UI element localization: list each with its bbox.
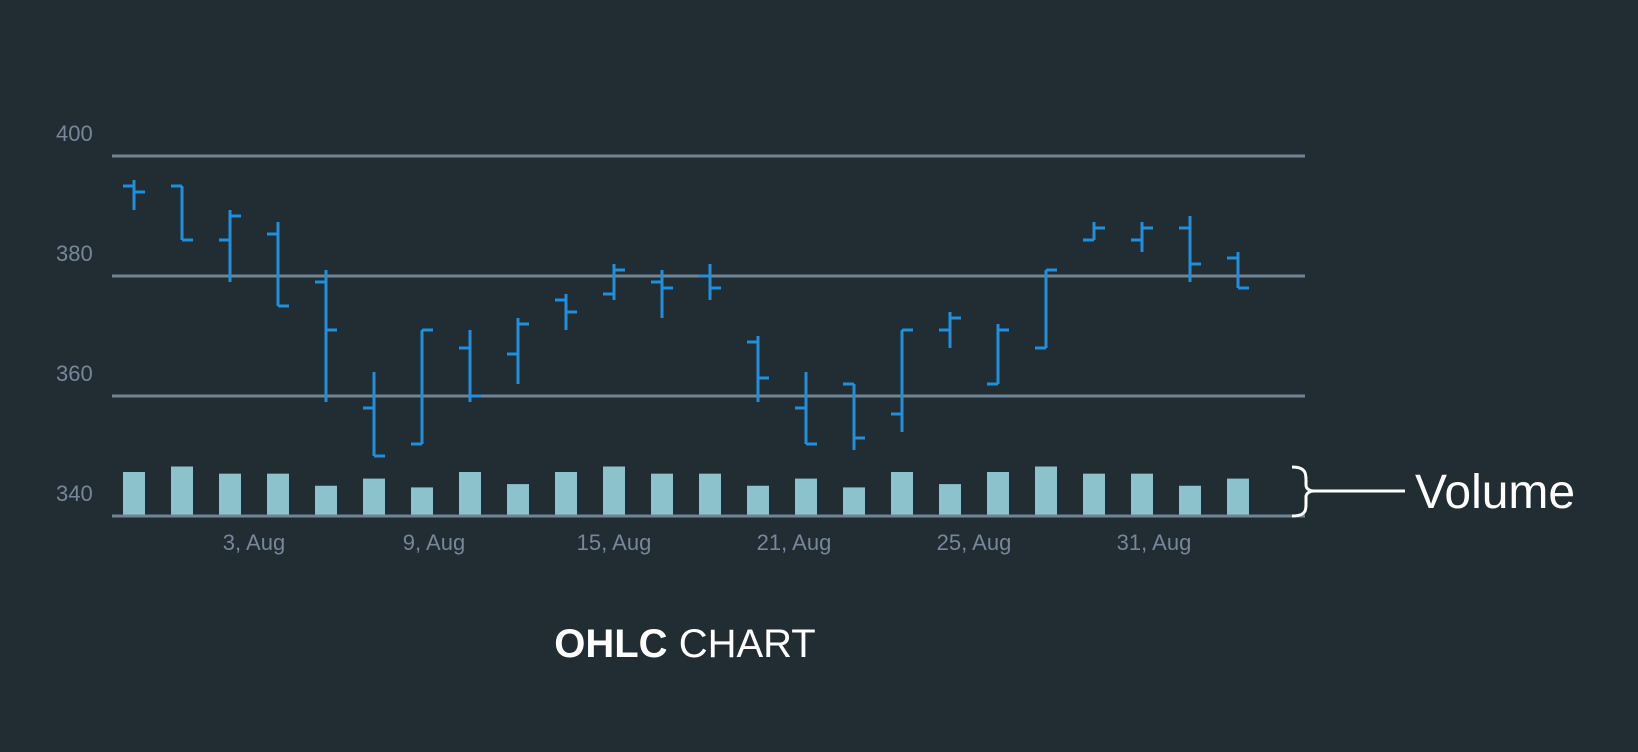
x-tick-label-4: 25, Aug — [937, 530, 1012, 555]
ohlc-bar-6 — [411, 330, 433, 444]
volume-bar-6 — [411, 487, 433, 516]
caption-bold: OHLC — [554, 622, 667, 666]
volume-bar-13 — [747, 486, 769, 516]
volume-annotation: Volume — [1292, 466, 1575, 519]
ohlc-bar-18 — [987, 324, 1009, 384]
x-tick-label-1: 9, Aug — [403, 530, 465, 555]
volume-brace — [1292, 467, 1314, 516]
ohlc-bar-15 — [843, 384, 865, 450]
volume-bar-5 — [363, 479, 385, 516]
ohlc-bar-2 — [219, 210, 241, 282]
volume-bar-15 — [843, 487, 865, 516]
y-tick-label-400: 400 — [56, 121, 93, 146]
x-axis-ticks: 3, Aug 9, Aug 15, Aug 21, Aug 25, Aug 31, Aug — [223, 530, 1192, 555]
volume-bar-18 — [987, 472, 1009, 516]
volume-bar-7 — [459, 472, 481, 516]
ohlc-bar-21 — [1131, 222, 1153, 252]
volume-bar-20 — [1083, 474, 1105, 516]
volume-bar-2 — [219, 474, 241, 516]
volume-bar-0 — [123, 472, 145, 516]
x-tick-label-0: 3, Aug — [223, 530, 285, 555]
volume-bar-11 — [651, 474, 673, 516]
x-tick-label-2: 15, Aug — [577, 530, 652, 555]
ohlc-bar-16 — [891, 330, 913, 432]
ohlc-bar-0 — [123, 180, 145, 210]
volume-bar-16 — [891, 472, 913, 516]
volume-bar-10 — [603, 467, 625, 517]
volume-bar-12 — [699, 474, 721, 516]
ohlc-bar-14 — [795, 372, 817, 444]
ohlc-bar-20 — [1083, 222, 1105, 240]
volume-bars — [123, 467, 1249, 517]
ohlc-bar-19 — [1035, 270, 1057, 348]
ohlc-bars — [123, 180, 1249, 456]
ohlc-bar-1 — [171, 186, 193, 240]
ohlc-bar-10 — [603, 264, 625, 300]
ohlc-bar-17 — [939, 312, 961, 348]
ohlc-bar-12 — [699, 264, 721, 300]
y-tick-label-340: 340 — [56, 481, 93, 506]
volume-bar-3 — [267, 474, 289, 516]
ohlc-bar-9 — [555, 294, 577, 330]
volume-bar-4 — [315, 486, 337, 516]
volume-bar-8 — [507, 484, 529, 516]
ohlc-bar-7 — [459, 330, 481, 402]
volume-bar-22 — [1179, 486, 1201, 516]
ohlc-bar-22 — [1179, 216, 1201, 282]
y-tick-label-380: 380 — [56, 241, 93, 266]
ohlc-bar-3 — [267, 222, 289, 306]
ohlc-bar-4 — [315, 270, 337, 402]
ohlc-bar-5 — [363, 372, 385, 456]
ohlc-bar-8 — [507, 318, 529, 384]
y-tick-label-360: 360 — [56, 361, 93, 386]
volume-bar-17 — [939, 484, 961, 516]
x-tick-label-5: 31, Aug — [1117, 530, 1192, 555]
volume-bar-23 — [1227, 479, 1249, 516]
y-axis-ticks: 400 380 360 340 — [56, 121, 93, 506]
volume-bar-21 — [1131, 474, 1153, 516]
volume-bar-19 — [1035, 467, 1057, 517]
chart-caption: OHLC CHART — [554, 622, 816, 666]
caption-rest: CHART — [668, 622, 816, 666]
x-tick-label-3: 21, Aug — [757, 530, 832, 555]
volume-bar-1 — [171, 467, 193, 517]
volume-label: Volume — [1415, 466, 1575, 519]
volume-bar-9 — [555, 472, 577, 516]
ohlc-bar-13 — [747, 336, 769, 402]
volume-bar-14 — [795, 479, 817, 516]
ohlc-bar-23 — [1227, 252, 1249, 288]
